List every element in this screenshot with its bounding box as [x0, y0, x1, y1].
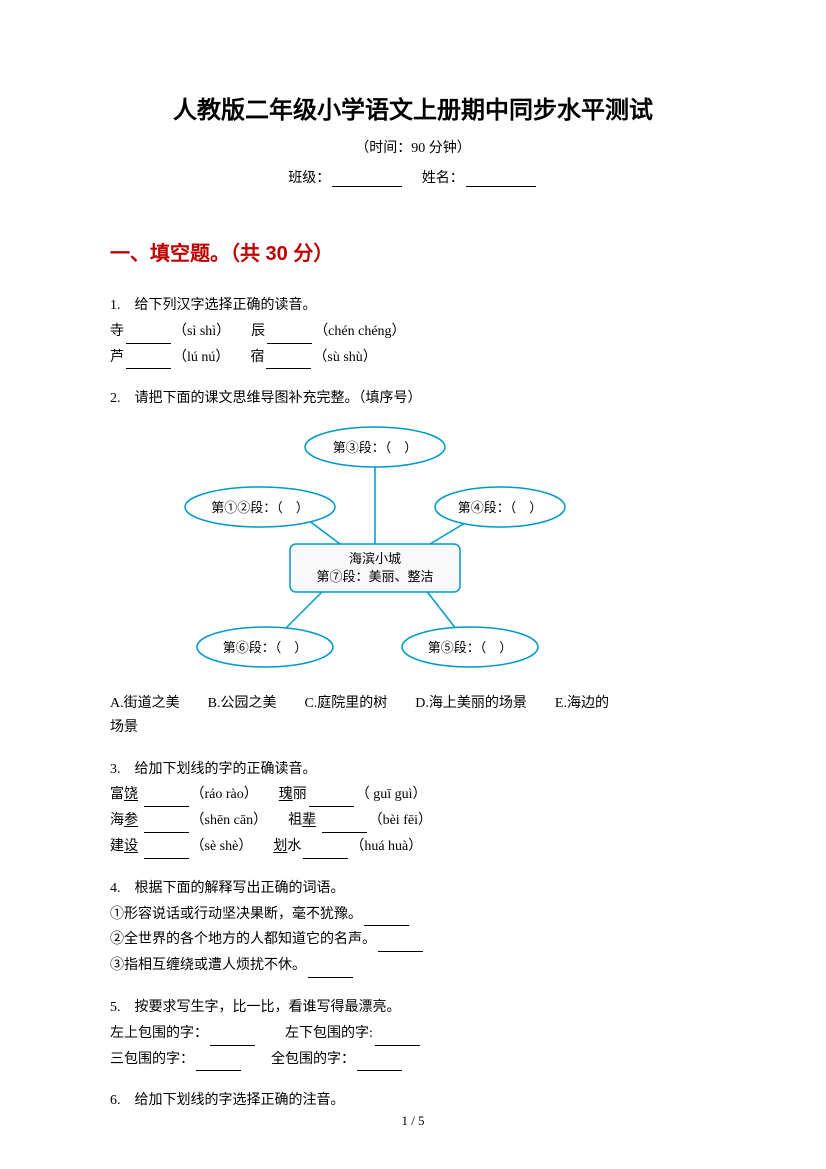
name-label: 姓名： [422, 171, 464, 186]
q5-blank[interactable] [196, 1055, 241, 1071]
q4-blank[interactable] [378, 936, 423, 952]
page-title: 人教版二年级小学语文上册期中同步水平测试 [110, 90, 716, 125]
question-1: 1. 给下列汉字选择正确的读音。 寺 （sì shì） 辰 （chén chéng）… [110, 294, 716, 369]
q1-l1c: （chén chéng） [314, 324, 405, 339]
node-top: 第③段：（ ） [333, 440, 418, 455]
q6-prompt: 6. 给加下划线的字选择正确的注音。 [110, 1089, 716, 1113]
node-center-2: 第⑦段：美丽、整洁 [316, 569, 433, 584]
q2-prompt: 2. 请把下面的课文思维导图补充完整。（填序号） [110, 387, 716, 411]
class-label: 班级： [288, 171, 330, 186]
q3-blank[interactable] [322, 817, 367, 833]
q3-blank[interactable] [144, 843, 189, 859]
q3-prompt: 3. 给加下划线的字的正确读音。 [110, 758, 716, 782]
q3-blank[interactable] [144, 817, 189, 833]
section-1-heading: 一、填空题。（共 30 分） [110, 237, 716, 266]
q2-options: A.街道之美 B.公园之美 C.庭院里的树 D.海上美丽的场景 E.海边的 场景 [110, 692, 716, 740]
q3-blank[interactable] [309, 791, 354, 807]
q5-prompt: 5. 按要求写生字，比一比，看谁写得最漂亮。 [110, 996, 716, 1020]
q1-blank[interactable] [266, 353, 311, 369]
q1-l1a: 寺 [110, 324, 124, 339]
question-4: 4. 根据下面的解释写出正确的词语。 ①形容说话或行动坚决果断，毫不犹豫。 ②全… [110, 877, 716, 978]
question-6: 6. 给加下划线的字选择正确的注音。 [110, 1089, 716, 1113]
q1-blank[interactable] [126, 328, 171, 344]
q1-l2c: （sù shù） [313, 350, 376, 365]
q4-blank[interactable] [308, 962, 353, 978]
q2-opts-l2: 场景 [110, 716, 716, 740]
q5-blank[interactable] [375, 1030, 420, 1046]
q5-blank[interactable] [210, 1030, 255, 1046]
node-botright: 第⑤段：（ ） [428, 640, 513, 655]
node-center-1: 海滨小城 [349, 551, 401, 566]
q1-l2b: （lú nú） 宿 [173, 350, 264, 365]
question-3: 3. 给加下划线的字的正确读音。 富饶 （ráo rào） 瑰丽（ guī gu… [110, 758, 716, 859]
student-info: 班级： 姓名： [110, 167, 716, 187]
q1-prompt: 1. 给下列汉字选择正确的读音。 [110, 294, 716, 318]
q3-blank[interactable] [303, 843, 348, 859]
q3-blank[interactable] [144, 791, 189, 807]
node-left: 第①②段：（ ） [211, 500, 309, 515]
mind-map-diagram: 第③段：（ ） 第①②段：（ ） 第④段：（ ） 海滨小城 第⑦段：美丽、整洁 … [170, 419, 580, 688]
time-note: （时间：90 分钟） [110, 137, 716, 157]
q1-blank[interactable] [126, 353, 171, 369]
q1-blank[interactable] [267, 328, 312, 344]
node-botleft: 第⑥段：（ ） [223, 640, 308, 655]
class-blank[interactable] [332, 171, 402, 187]
q2-opts-l1: A.街道之美 B.公园之美 C.庭院里的树 D.海上美丽的场景 E.海边的 [110, 692, 716, 716]
node-right: 第④段：（ ） [458, 500, 543, 515]
q1-l1b: （sì shì） 辰 [173, 324, 265, 339]
q5-blank[interactable] [357, 1055, 402, 1071]
question-5: 5. 按要求写生字，比一比，看谁写得最漂亮。 左上包围的字： 左下包围的字: 三… [110, 996, 716, 1071]
q1-l2a: 芦 [110, 350, 124, 365]
q4-blank[interactable] [364, 910, 409, 926]
name-blank[interactable] [466, 171, 536, 187]
q4-prompt: 4. 根据下面的解释写出正确的词语。 [110, 877, 716, 901]
question-2: 2. 请把下面的课文思维导图补充完整。（填序号） 第③段： [110, 387, 716, 739]
page-number: 1 / 5 [0, 1113, 826, 1129]
